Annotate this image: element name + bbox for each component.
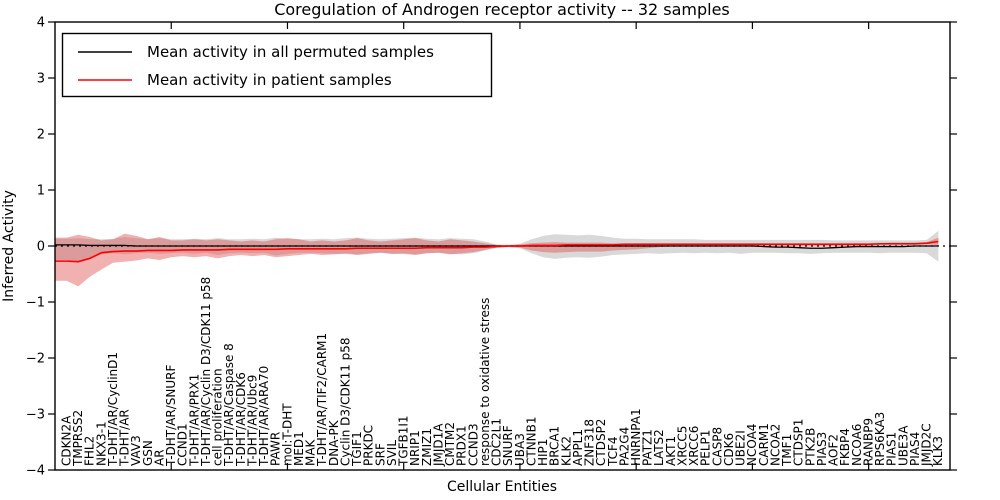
x-category-label: JMJD2C [920, 423, 934, 467]
x-category-label: CARM1 [757, 423, 771, 466]
x-category-label: TGIF1 [350, 431, 364, 467]
x-category-label: T-DHT/AR/SNURF [164, 365, 178, 468]
x-category-label: CCND3 [466, 423, 480, 466]
x-category-label: PTK2B [803, 428, 817, 466]
x-category-label: CMTM2 [443, 422, 457, 466]
x-category-label: JMJD1A [431, 423, 445, 467]
x-category-label: PIAS1 [885, 432, 899, 466]
x-category-label: T-DHT/AR/Caspase 8 [222, 343, 236, 467]
x-category-label: NCOA4 [745, 424, 759, 466]
x-category-label: CTDSP1 [792, 419, 806, 466]
x-category-label: TMF1 [780, 434, 794, 467]
x-category-label: TMPRSS2 [71, 410, 85, 467]
x-category-label: FHL2 [83, 436, 97, 466]
x-category-label: PA2G4 [617, 427, 631, 466]
x-category-label: MED1 [292, 431, 306, 466]
x-category-label: SVIL [385, 440, 399, 466]
patient-range-band [55, 233, 939, 287]
y-tick-label: 0 [37, 240, 45, 255]
x-category-label: DNA-PK [327, 419, 341, 466]
x-category-label: APPL1 [571, 429, 585, 466]
x-category-label: AKT1 [664, 436, 678, 466]
y-tick-label: 3 [37, 72, 45, 87]
y-tick-label: −1 [26, 296, 45, 311]
x-category-label: CTNNB1 [524, 416, 538, 466]
x-category-label: KLK3 [931, 436, 945, 466]
x-category-label: VAV3 [129, 435, 143, 466]
x-axis-title: Cellular Entities [447, 479, 557, 495]
x-category-label: TCF4 [606, 436, 620, 467]
x-category-label: Cyclin D3/CDK11 p58 [338, 337, 352, 466]
x-category-label: ZNF318 [583, 419, 597, 466]
y-tick-label: 2 [37, 128, 45, 143]
x-category-label: response to oxidative stress [478, 298, 492, 466]
x-category-label: CASP8 [710, 427, 724, 466]
x-category-label: PAWR [269, 432, 283, 466]
x-category-label: HIP1 [536, 439, 550, 466]
x-category-label: T-DHT/AR [118, 409, 132, 467]
x-category-label: FKBP4 [838, 428, 852, 466]
x-category-label: T-DHT/AR/CDK6 [234, 372, 248, 467]
patient-mean-line [55, 240, 939, 263]
x-category-label: UBA3 [513, 433, 527, 466]
x-category-label: NCOA6 [850, 424, 864, 466]
y-tick-label: −3 [26, 408, 45, 423]
x-category-label: CDC2L1 [490, 418, 504, 466]
x-category-label: T-DHT/AR/PRX1 [187, 374, 201, 467]
x-category-label: PIAS3 [815, 432, 829, 466]
x-category-label: MAK [304, 438, 318, 466]
plot-area: 43210−1−2−3−4CDKN2ATMPRSS2FHL2NKX3-1T-DH… [26, 16, 957, 479]
x-category-label: RANBP9 [861, 418, 875, 466]
legend: Mean activity in all permuted samples Me… [61, 32, 493, 98]
x-category-label: XRCC5 [676, 426, 690, 466]
x-category-label: TGFB1I1 [397, 415, 411, 467]
y-tick-label: 1 [37, 184, 45, 199]
x-category-label: PATZ1 [641, 429, 655, 466]
y-axis-title: Inferred Activity [1, 190, 17, 302]
x-category-label: BRCA1 [548, 426, 562, 466]
x-category-label: UBE2I [734, 430, 748, 466]
x-category-label: NRIP1 [408, 430, 422, 466]
x-category-label: T-DHT/AR/TIF2/CARM1 [315, 333, 329, 467]
x-category-label: cell proliferation [211, 368, 225, 466]
x-category-label: T-DHT/AR/CyclinD1 [106, 352, 120, 467]
x-category-label: CDK6 [722, 433, 736, 466]
y-tick-label: −2 [26, 352, 45, 367]
legend-label-permuted: Mean activity in all permuted samples [147, 43, 434, 61]
x-category-label: CDKN2A [59, 415, 73, 466]
y-tick-label: 4 [37, 16, 45, 31]
x-category-label: CTDSP2 [594, 419, 608, 466]
y-tick-label: −4 [26, 464, 45, 479]
x-category-label: XRCC6 [687, 426, 701, 466]
x-category-label: PIAS4 [908, 432, 922, 466]
x-category-label: T-DHT/AR/ARA70 [257, 366, 271, 467]
x-category-label: SNURF [501, 425, 515, 466]
x-category-label: SRF [373, 443, 387, 466]
x-category-label: KLK2 [559, 436, 573, 466]
x-category-label: T-DHT/AR/Cyclin D3/CDK11 p58 [199, 277, 213, 467]
legend-box [61, 32, 493, 98]
x-category-label: ZMIZ1 [420, 428, 434, 466]
x-category-label: GSN [141, 440, 155, 466]
x-category-label: AR [152, 449, 166, 466]
x-category-label: PRKDC [362, 425, 376, 466]
legend-label-patient: Mean activity in patient samples [147, 71, 392, 89]
x-category-label: AOF2 [827, 434, 841, 466]
x-category-label: LATS2 [652, 429, 666, 466]
x-category-label: PELP1 [699, 430, 713, 466]
x-category-label: PRDX1 [455, 425, 469, 466]
x-category-label: CCND1 [176, 423, 190, 466]
x-category-label: NKX3-1 [94, 421, 108, 466]
chart-title: Coregulation of Androgen receptor activi… [274, 0, 730, 19]
x-category-label: T-DHT/AR/Ubc9 [245, 375, 259, 467]
x-category-label: UBE3A [896, 425, 910, 466]
x-category-label: mol:T-DHT [280, 403, 294, 466]
x-category-label: NCOA2 [768, 424, 782, 466]
x-category-label: RPS6KA3 [873, 412, 887, 466]
x-category-label: HNRNPA1 [629, 408, 643, 466]
